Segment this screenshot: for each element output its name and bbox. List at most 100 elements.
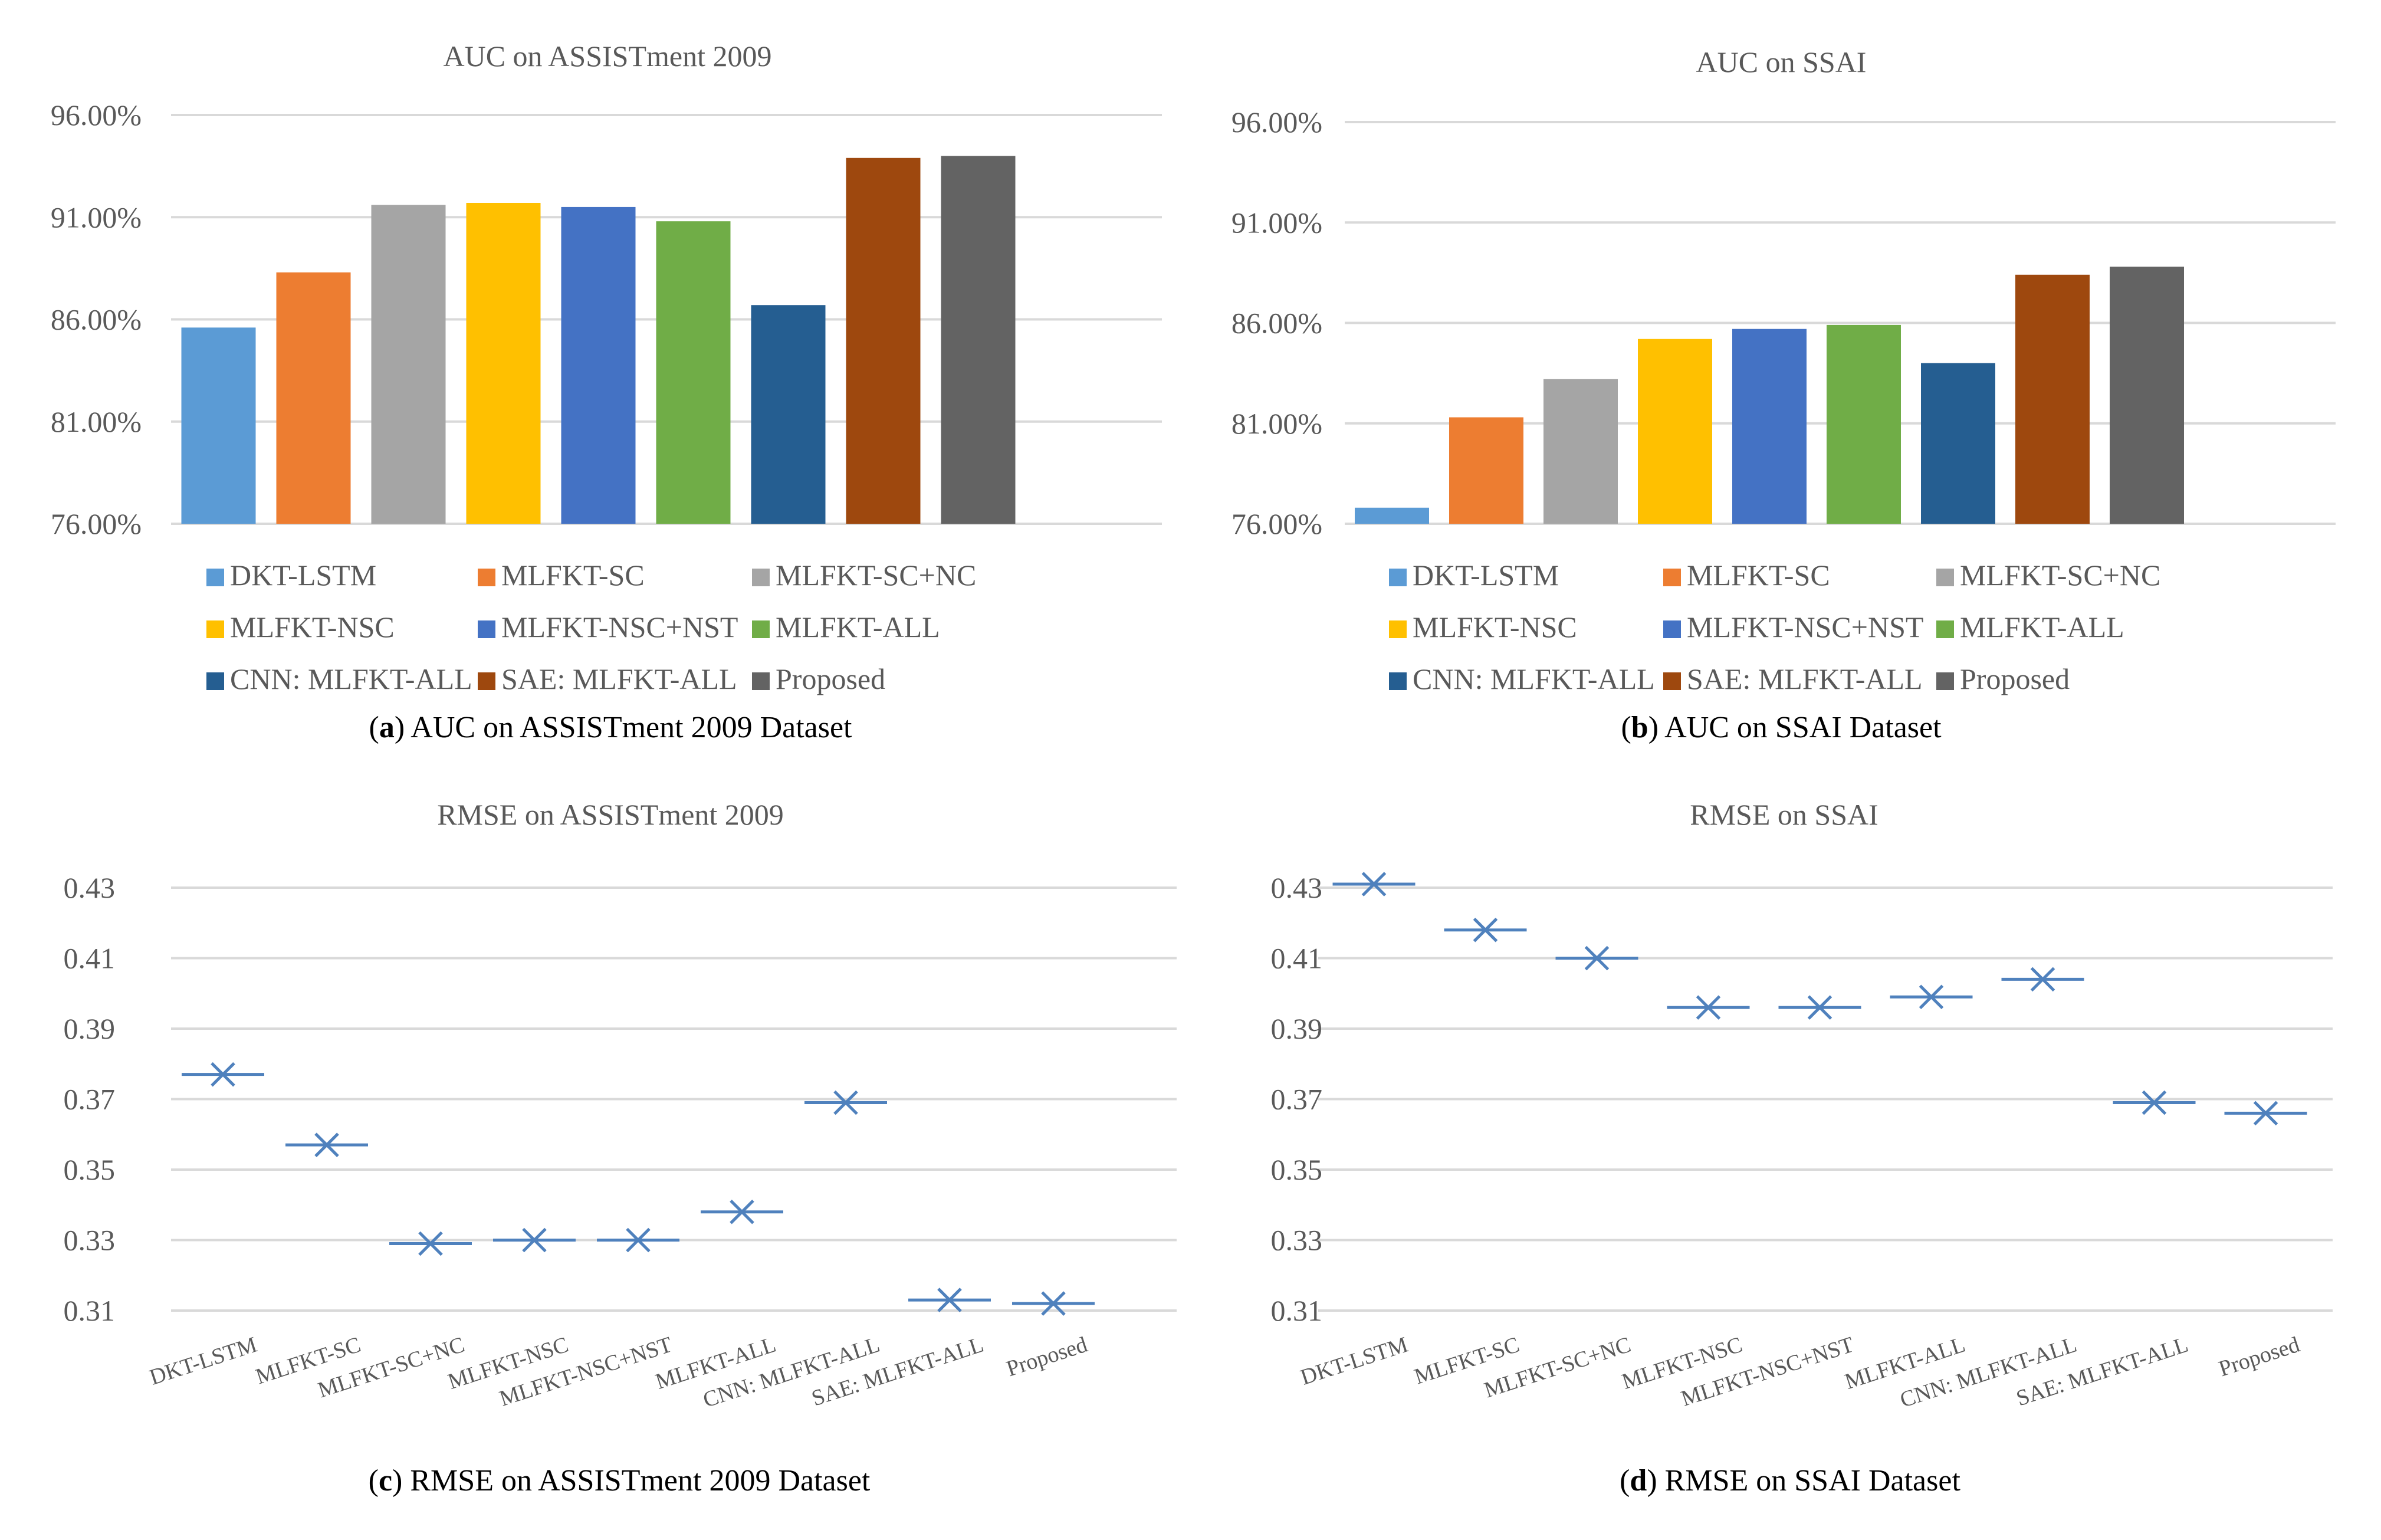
legend: DKT-LSTM MLFKT-SC MLFKT-SC+NC MLFKT-NSC MLFK…	[206, 559, 976, 695]
y-tick-label: 0.43	[64, 871, 116, 904]
y-tick-label: 96.00%	[51, 98, 142, 132]
marker-mlfkt-nsc-nst	[1778, 995, 1861, 1020]
legend-label: CNN: MLFKT-ALL	[230, 662, 472, 695]
chart-title: RMSE on ASSISTment 2009	[437, 798, 784, 831]
y-tick-label: 86.00%	[1231, 307, 1322, 340]
bar-proposed	[941, 156, 1016, 524]
legend-swatch	[478, 620, 495, 638]
bar-mlfkt-sc	[276, 272, 351, 524]
legend-swatch	[752, 569, 770, 586]
x-tick-label: DKT-LSTM	[1298, 1332, 1411, 1390]
marker-mlfkt-all	[701, 1199, 783, 1224]
bar-dkt-lstm	[1355, 507, 1429, 524]
legend-label: MLFKT-NSC	[230, 610, 395, 643]
marker-mlfkt-nsc	[493, 1227, 576, 1253]
y-tick-label: 0.41	[1271, 942, 1323, 975]
legend-label: MLFKT-NSC+NST	[1687, 610, 1923, 643]
legend-label: MLFKT-SC	[501, 559, 645, 592]
bar-proposed	[2110, 267, 2184, 524]
legend-swatch	[206, 569, 224, 586]
marker-dkt-lstm	[182, 1062, 264, 1087]
chart-title: AUC on ASSISTment 2009	[443, 40, 771, 73]
y-tick-label: 0.39	[1271, 1012, 1323, 1045]
marker-mlfkt-nsc-nst	[597, 1227, 679, 1253]
y-tick-label: 0.35	[64, 1153, 116, 1186]
caption-letter: c	[379, 1464, 392, 1498]
legend-label: CNN: MLFKT-ALL	[1413, 662, 1655, 695]
marker-x	[1919, 984, 1944, 1009]
y-tick-label: 0.31	[64, 1294, 116, 1327]
bar-mlfkt-sc	[1449, 417, 1523, 524]
y-tick-label: 91.00%	[1231, 206, 1322, 239]
caption-paren: (	[369, 711, 379, 744]
marker-sae-mlfkt-all	[2113, 1090, 2196, 1115]
bar-mlfkt-all	[656, 221, 731, 524]
chart-c: RMSE on ASSISTment 2009 0.31 0.33 0.35 0.37 0…	[64, 798, 1177, 1498]
chart-title: AUC on SSAI	[1696, 45, 1867, 78]
chart-title: RMSE on SSAI	[1690, 798, 1878, 831]
caption-text: ) AUC on SSAI Dataset	[1648, 711, 1942, 744]
legend-swatch	[1663, 569, 1681, 586]
legend-swatch	[206, 672, 224, 690]
marker-x	[1473, 917, 1498, 943]
bar-mlfkt-all	[1827, 324, 1901, 524]
legend-label: MLFKT-NSC+NST	[501, 610, 738, 643]
figure-caption: (b) AUC on SSAI Dataset	[1621, 711, 1942, 744]
legend-label: SAE: MLFKT-ALL	[1687, 662, 1923, 695]
chart-d: RMSE on SSAI 0.31 0.33 0.35 0.37 0.39 0.41 0.43…	[1271, 798, 2333, 1498]
marker-x	[1361, 872, 1387, 897]
y-tick-label: 96.00%	[1231, 106, 1322, 139]
marker-x	[1807, 995, 1832, 1020]
figure-caption: (d) RMSE on SSAI Dataset	[1620, 1464, 1960, 1498]
bar-mlfkt-nsc	[1638, 339, 1712, 524]
caption-paren: (	[1620, 1464, 1630, 1498]
bar-mlfkt-sc-nc	[371, 205, 446, 524]
legend-label: MLFKT-ALL	[776, 610, 940, 643]
marker-x	[626, 1227, 651, 1253]
caption-paren: (	[369, 1464, 379, 1498]
y-tick-label: 81.00%	[51, 405, 142, 438]
legend-swatch	[1936, 672, 1954, 690]
marker-x	[418, 1231, 443, 1256]
y-tick-label: 81.00%	[1231, 407, 1322, 440]
marker-mlfkt-sc-nc	[1555, 945, 1638, 971]
legend-label: DKT-LSTM	[230, 559, 376, 592]
legend-swatch	[1936, 620, 1954, 638]
marker-x	[1696, 995, 1721, 1020]
marker-x	[314, 1132, 339, 1157]
chart-a: AUC on ASSISTment 2009 76.00% 81.00% 86.00%…	[51, 40, 1162, 744]
marker-dkt-lstm	[1332, 872, 1416, 897]
legend-swatch	[1389, 672, 1407, 690]
x-tick-label: MLFKT-NSC+NST	[497, 1332, 675, 1411]
legend-swatch	[1663, 672, 1681, 690]
marker-x	[833, 1090, 858, 1115]
y-tick-label: 0.37	[1271, 1083, 1323, 1116]
marker-x	[1041, 1291, 1066, 1316]
bar-sae-mlfkt-all	[846, 157, 921, 524]
bar-cnn-mlfkt-all	[1921, 363, 1995, 524]
y-tick-label: 0.41	[64, 942, 116, 975]
legend-swatch	[1663, 620, 1681, 638]
bar-mlfkt-nsc	[466, 202, 541, 524]
caption-letter: b	[1631, 711, 1648, 744]
x-tick-label: Proposed	[2216, 1332, 2303, 1382]
x-tick-label: DKT-LSTM	[146, 1332, 260, 1390]
bar-sae-mlfkt-all	[2015, 274, 2090, 524]
legend-swatch	[1389, 620, 1407, 638]
x-tick-label: SAE: MLFKT-ALL	[809, 1332, 987, 1411]
caption-text: ) AUC on ASSISTment 2009 Dataset	[395, 711, 852, 744]
marker-x	[522, 1227, 547, 1253]
marker-mlfkt-sc	[285, 1132, 368, 1157]
bar-cnn-mlfkt-all	[751, 305, 826, 524]
marker-mlfkt-all	[1890, 984, 1973, 1009]
legend-swatch	[478, 672, 495, 690]
marker-mlfkt-nsc	[1667, 995, 1750, 1020]
bar-mlfkt-nsc-nst	[561, 206, 636, 524]
y-tick-label: 0.39	[64, 1012, 116, 1045]
bar-mlfkt-sc-nc	[1543, 379, 1618, 524]
y-tick-label: 0.43	[1271, 871, 1323, 904]
legend-swatch	[752, 672, 770, 690]
marker-mlfkt-sc	[1444, 917, 1527, 943]
